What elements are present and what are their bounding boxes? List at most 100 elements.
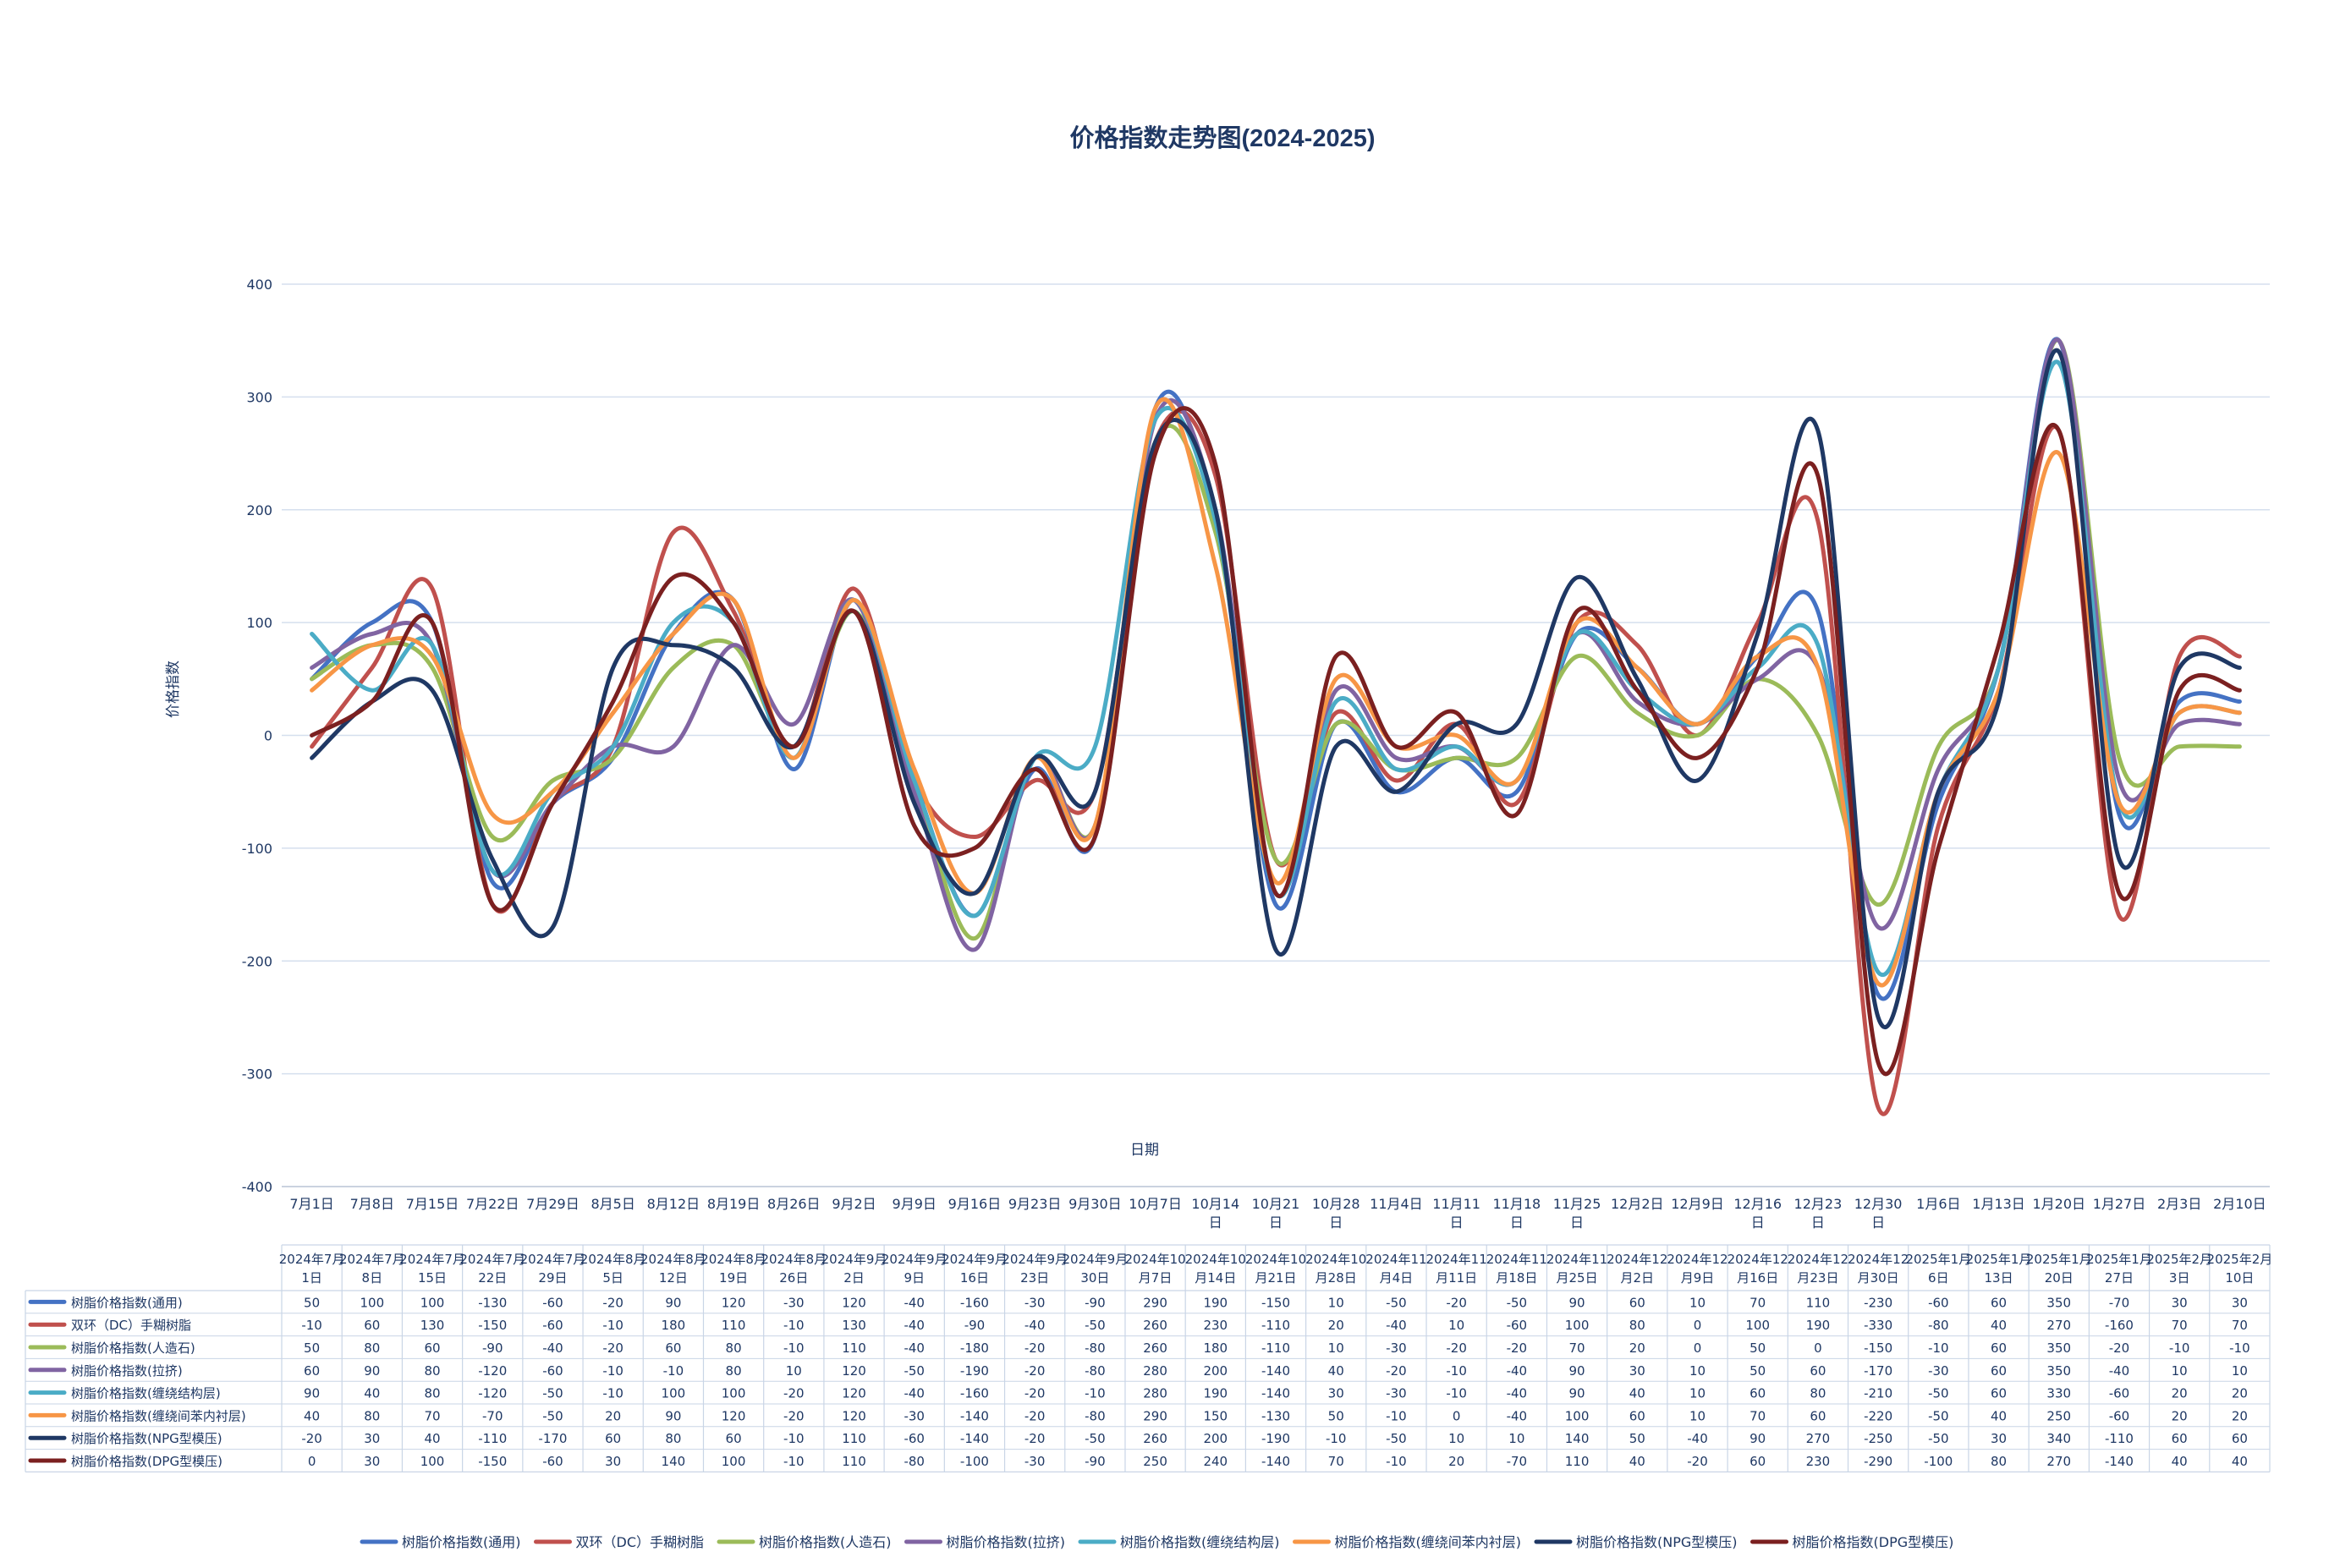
table-cell: 10 [1689, 1295, 1706, 1310]
x-tick-label: 7月15日 [406, 1196, 459, 1212]
table-cell: 50 [1629, 1431, 1645, 1446]
series-line-1 [310, 337, 2242, 1001]
table-cell: -10 [1928, 1340, 1949, 1356]
x-tick-label: 10月28 日 [1312, 1196, 1360, 1231]
x-tick-label: 9月30日 [1068, 1196, 1122, 1212]
table-cell: 40 [1991, 1408, 2007, 1423]
table-header-cell: 2024年10 月28日 [1305, 1252, 1366, 1286]
table-cell: -40 [1386, 1318, 1407, 1333]
table-cell: 60 [1810, 1363, 1826, 1379]
table-cell: -10 [1326, 1431, 1347, 1446]
table-cell: -160 [960, 1295, 989, 1310]
table-cell: -70 [2109, 1295, 2130, 1310]
table-header-cell: 2024年11 月11日 [1426, 1252, 1487, 1286]
table-cell: -140 [1261, 1363, 1290, 1379]
x-tick-label: 11月25 日 [1553, 1196, 1601, 1231]
table-cell: 0 [1814, 1340, 1822, 1356]
table-cell: -50 [542, 1386, 563, 1401]
table-cell: 110 [722, 1318, 746, 1333]
table-cell: -10 [301, 1318, 322, 1333]
y-tick-label: 100 [246, 615, 272, 631]
table-cell: 270 [2046, 1318, 2071, 1333]
table-cell: -50 [542, 1408, 563, 1423]
table-cell: 70 [424, 1408, 440, 1423]
table-cell: -130 [1261, 1408, 1290, 1423]
x-tick-label: 8月26日 [767, 1196, 821, 1212]
table-cell: 80 [1629, 1318, 1645, 1333]
table-cell: 60 [1629, 1295, 1645, 1310]
y-axis-label: 价格指数 [165, 661, 182, 718]
x-tick-label: 8月19日 [707, 1196, 761, 1212]
table-cell: 30 [364, 1454, 380, 1469]
y-tick-label: -400 [242, 1179, 272, 1195]
table-cell: 40 [304, 1408, 320, 1423]
table-cell: -140 [1261, 1454, 1290, 1469]
table-cell: 230 [1203, 1318, 1228, 1333]
table-cell: 350 [2046, 1363, 2071, 1379]
table-series-name: 树脂价格指数(通用) [71, 1295, 183, 1310]
table-cell: -230 [1864, 1295, 1892, 1310]
table-cell: 80 [424, 1386, 440, 1401]
x-tick-label: 12月16 日 [1733, 1196, 1782, 1231]
series-line-3 [310, 337, 2242, 941]
table-cell: -60 [1928, 1295, 1949, 1310]
table-header-cell: 2024年12 月16日 [1728, 1252, 1788, 1286]
table-cell: 40 [2172, 1454, 2188, 1469]
table-cell: 150 [1203, 1408, 1228, 1423]
x-tick-label: 10月7日 [1129, 1196, 1182, 1212]
table-cell: -10 [1386, 1408, 1407, 1423]
table-cell: 130 [842, 1318, 866, 1333]
table-header-cell: 2024年12 月2日 [1607, 1252, 1667, 1286]
y-tick-label: 0 [264, 728, 272, 744]
table-cell: -40 [2109, 1363, 2130, 1379]
table-cell: -10 [602, 1386, 623, 1401]
x-tick-label: 10月21 日 [1252, 1196, 1300, 1231]
table-cell: 40 [1328, 1363, 1344, 1379]
table-cell: 110 [842, 1454, 866, 1469]
table-cell: 100 [420, 1295, 445, 1310]
table-cell: -20 [783, 1408, 805, 1423]
table-cell: -120 [478, 1386, 507, 1401]
table-cell: 70 [1328, 1454, 1344, 1469]
x-tick-label: 9月9日 [893, 1196, 937, 1212]
table-cell: -50 [904, 1363, 925, 1379]
table-cell: 20 [2232, 1408, 2248, 1423]
table-cell: -50 [1085, 1431, 1106, 1446]
table-header-cell: 2024年8月 5日 [580, 1252, 646, 1286]
table-cell: 120 [842, 1408, 866, 1423]
table-cell: -30 [1024, 1295, 1046, 1310]
table-cell: 60 [1750, 1386, 1766, 1401]
table-header-cell: 2024年9月 16日 [942, 1252, 1008, 1286]
table-cell: 10 [1328, 1340, 1344, 1356]
table-cell: 110 [842, 1340, 866, 1356]
table-cell: 340 [2046, 1431, 2071, 1446]
table-cell: 10 [1689, 1386, 1706, 1401]
table-cell: 60 [1810, 1408, 1826, 1423]
table-header-cell: 2024年7月 1日 [279, 1252, 345, 1286]
table-cell: -70 [1507, 1454, 1528, 1469]
table-cell: -20 [602, 1340, 623, 1356]
table-cell: -80 [1085, 1363, 1106, 1379]
table-cell: 20 [2232, 1386, 2248, 1401]
table-cell: 270 [2046, 1454, 2071, 1469]
table-cell: 10 [1328, 1295, 1344, 1310]
table-cell: 190 [1203, 1386, 1228, 1401]
table-cell: 120 [842, 1386, 866, 1401]
table-cell: -50 [1928, 1386, 1949, 1401]
table-cell: -60 [2109, 1408, 2130, 1423]
table-cell: -100 [1924, 1454, 1953, 1469]
x-tick-label: 9月16日 [948, 1196, 1002, 1212]
table-cell: -10 [1085, 1386, 1106, 1401]
table-cell: -10 [602, 1318, 623, 1333]
table-cell: -150 [1864, 1340, 1892, 1356]
table-cell: 70 [1750, 1408, 1766, 1423]
legend-label: 树脂价格指数(人造石) [759, 1534, 892, 1550]
table-cell: 10 [1689, 1363, 1706, 1379]
table-cell: -40 [904, 1295, 925, 1310]
table-cell: -80 [1085, 1408, 1106, 1423]
table-cell: -100 [960, 1454, 989, 1469]
table-cell: -50 [1928, 1408, 1949, 1423]
table-cell: 90 [1569, 1295, 1585, 1310]
x-tick-label: 10月14 日 [1191, 1196, 1239, 1231]
table-cell: -10 [1446, 1363, 1467, 1379]
